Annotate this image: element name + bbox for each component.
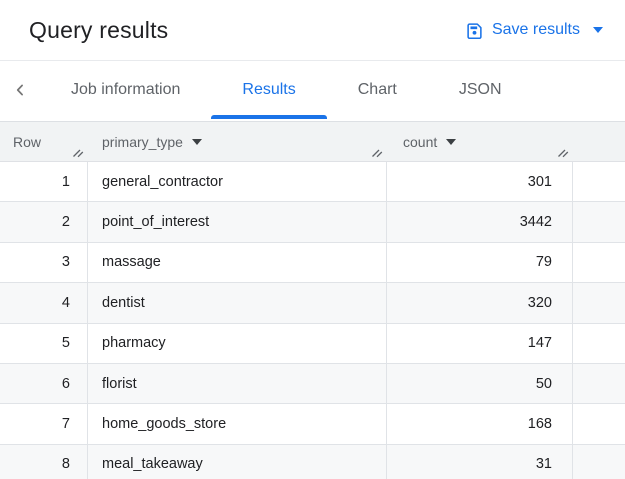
filler-cell — [573, 283, 625, 322]
table-row: 8 meal_takeaway 31 — [0, 444, 625, 479]
count-cell: 3442 — [387, 202, 573, 242]
row-number-cell: 7 — [0, 404, 88, 444]
table-row: 5 pharmacy 147 — [0, 323, 625, 364]
tab-chart[interactable]: Chart — [357, 81, 397, 98]
column-resize-handle-icon[interactable] — [72, 146, 84, 158]
save-results-label: Save results — [491, 21, 580, 38]
chevron-left-icon — [10, 80, 30, 100]
column-header-row-label: Row — [13, 133, 42, 150]
row-number-cell: 6 — [0, 363, 88, 404]
column-header-primary-type: primary_type — [88, 122, 387, 161]
filler-cell — [573, 243, 625, 282]
filler-cell — [573, 445, 625, 479]
tab-job-information[interactable]: Job information — [71, 81, 181, 98]
column-resize-handle-icon[interactable] — [371, 146, 383, 158]
primary-type-cell: florist — [88, 363, 387, 404]
primary-type-cell: general_contractor — [88, 162, 387, 202]
tabs-scroll-left-button[interactable] — [0, 61, 40, 119]
count-cell: 320 — [387, 283, 573, 323]
table-row: 7 home_goods_store 168 — [0, 404, 625, 445]
count-cell: 301 — [387, 162, 573, 202]
primary-type-cell: point_of_interest — [88, 202, 387, 242]
count-cell: 147 — [387, 323, 573, 363]
count-cell: 168 — [387, 404, 573, 444]
primary-type-menu-caret-icon[interactable] — [191, 138, 202, 145]
tab-json[interactable]: JSON — [458, 81, 502, 98]
column-header-primary-type-label: primary_type — [102, 133, 183, 150]
table-row: 6 florist 50 — [0, 363, 625, 405]
row-number-cell: 8 — [0, 444, 88, 479]
count-cell: 50 — [387, 363, 573, 404]
primary-type-cell: pharmacy — [88, 323, 387, 363]
table-row: 4 dentist 320 — [0, 283, 625, 324]
save-results-button[interactable]: Save results — [466, 21, 603, 39]
primary-type-cell: home_goods_store — [88, 404, 387, 444]
results-table: Row primary_type count — [0, 121, 625, 479]
table-row: 2 point_of_interest 3442 — [0, 202, 625, 243]
primary-type-cell: meal_takeaway — [88, 444, 387, 479]
panel-header: Query results Save results — [0, 0, 625, 61]
filler-cell — [573, 162, 625, 201]
filler-cell — [573, 404, 625, 443]
table-row: 3 massage 79 — [0, 242, 625, 284]
filler-cell — [573, 324, 625, 363]
primary-type-cell: dentist — [88, 283, 387, 323]
page-title: Query results — [29, 16, 169, 43]
count-cell: 31 — [387, 444, 573, 479]
column-header-filler — [573, 122, 625, 161]
table-header-row: Row primary_type count — [0, 121, 625, 162]
column-header-row: Row — [0, 122, 88, 161]
filler-cell — [573, 202, 625, 241]
primary-type-cell: massage — [88, 242, 387, 283]
table-body: 1 general_contractor 301 2 point_of_inte… — [0, 162, 625, 479]
column-header-count: count — [387, 122, 573, 161]
row-number-cell: 2 — [0, 202, 88, 242]
tab-results[interactable]: Results — [211, 61, 328, 119]
row-number-cell: 3 — [0, 242, 88, 283]
table-row: 1 general_contractor 301 — [0, 162, 625, 203]
count-menu-caret-icon[interactable] — [446, 138, 457, 145]
filler-cell — [573, 364, 625, 403]
count-cell: 79 — [387, 242, 573, 283]
row-number-cell: 5 — [0, 323, 88, 363]
save-results-dropdown-caret-icon — [593, 27, 603, 33]
row-number-cell: 1 — [0, 162, 88, 202]
row-number-cell: 4 — [0, 283, 88, 323]
column-resize-handle-icon[interactable] — [557, 146, 569, 158]
column-header-count-label: count — [403, 133, 438, 150]
results-tabbar: Job information Results Chart JSON — [0, 61, 625, 119]
save-icon — [466, 22, 483, 39]
